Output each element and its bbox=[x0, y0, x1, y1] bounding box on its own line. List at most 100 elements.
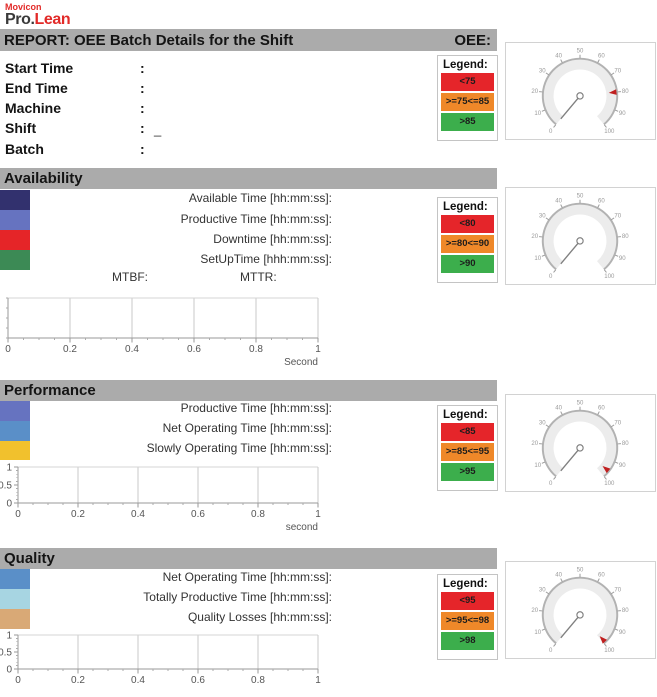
svg-text:30: 30 bbox=[539, 213, 546, 219]
quality-chart: 0 0.2 0.4 0.6 0.8 1 1 0.5 0 bbox=[0, 629, 332, 696]
svg-text:second: second bbox=[286, 522, 318, 533]
oee-legend: Legend: <75 >=75<=85 >85 bbox=[437, 55, 498, 141]
svg-text:30: 30 bbox=[539, 68, 546, 74]
prolean-logo-lean: Lean bbox=[34, 11, 71, 28]
batch-label: Batch bbox=[5, 141, 44, 157]
oee-legend-title: Legend: bbox=[443, 59, 488, 71]
svg-text:10: 10 bbox=[534, 256, 541, 262]
qual-totally-productive-label: Totally Productive Time [hh:mm:ss]: bbox=[143, 590, 332, 604]
shift-label: Shift bbox=[5, 120, 37, 136]
qual-quality-losses-label: Quality Losses [hh:mm:ss]: bbox=[187, 610, 332, 624]
svg-text:100: 100 bbox=[604, 481, 615, 487]
svg-text:0.2: 0.2 bbox=[71, 509, 85, 520]
availability-section-header: Availability bbox=[0, 168, 497, 189]
setuptime-swatch bbox=[0, 250, 30, 270]
svg-text:30: 30 bbox=[539, 420, 546, 426]
start-time-label: Start Time bbox=[5, 60, 74, 76]
downtime-swatch bbox=[0, 230, 30, 250]
availability-legend-item-orange: >=80<=90 bbox=[441, 235, 494, 253]
svg-text:0.4: 0.4 bbox=[125, 344, 139, 355]
svg-text:0.2: 0.2 bbox=[71, 675, 85, 686]
end-time-colon: : bbox=[140, 80, 145, 96]
svg-text:100: 100 bbox=[604, 648, 615, 654]
quality-legend-item-orange: >=95<=98 bbox=[441, 612, 494, 630]
mttr-label: MTTR: bbox=[240, 270, 277, 284]
svg-text:90: 90 bbox=[619, 256, 626, 262]
svg-text:10: 10 bbox=[534, 111, 541, 117]
svg-text:60: 60 bbox=[598, 573, 605, 579]
batch-colon: : bbox=[140, 141, 145, 157]
svg-text:0.8: 0.8 bbox=[249, 344, 263, 355]
shift-colon: : bbox=[140, 120, 145, 136]
svg-text:50: 50 bbox=[577, 193, 584, 199]
svg-text:70: 70 bbox=[614, 68, 621, 74]
svg-text:70: 70 bbox=[614, 587, 621, 593]
svg-text:0.8: 0.8 bbox=[251, 675, 265, 686]
svg-text:0: 0 bbox=[549, 129, 553, 135]
performance-gauge: 0 10 20 30 40 50 60 70 80 90 100 bbox=[505, 394, 656, 492]
performance-legend-item-red: <85 bbox=[441, 423, 494, 441]
quality-legend-item-red: <95 bbox=[441, 592, 494, 610]
qual-net-operating-swatch bbox=[0, 569, 30, 589]
svg-text:50: 50 bbox=[577, 400, 584, 406]
shift-value-cursor: _ bbox=[154, 122, 162, 137]
svg-text:40: 40 bbox=[555, 54, 562, 60]
performance-legend-title: Legend: bbox=[443, 409, 488, 421]
quality-legend: Legend: <95 >=95<=98 >98 bbox=[437, 574, 498, 660]
performance-section-header: Performance bbox=[0, 380, 497, 401]
qual-quality-losses-swatch bbox=[0, 609, 30, 629]
svg-text:90: 90 bbox=[619, 630, 626, 636]
svg-text:1: 1 bbox=[6, 631, 12, 642]
quality-gauge: 0 10 20 30 40 50 60 70 80 90 100 bbox=[505, 561, 656, 659]
svg-text:80: 80 bbox=[622, 234, 629, 240]
perf-productive-time-swatch bbox=[0, 401, 30, 421]
svg-text:20: 20 bbox=[531, 441, 538, 447]
svg-text:0: 0 bbox=[549, 648, 553, 654]
perf-net-operating-label: Net Operating Time [hh:mm:ss]: bbox=[162, 421, 332, 435]
svg-text:40: 40 bbox=[555, 573, 562, 579]
svg-text:100: 100 bbox=[604, 274, 615, 280]
svg-text:90: 90 bbox=[619, 111, 626, 117]
availability-legend-item-red: <80 bbox=[441, 215, 494, 233]
svg-text:0.6: 0.6 bbox=[187, 344, 201, 355]
performance-legend: Legend: <85 >=85<=95 >95 bbox=[437, 405, 498, 491]
qual-net-operating-label: Net Operating Time [hh:mm:ss]: bbox=[162, 570, 332, 584]
svg-text:60: 60 bbox=[598, 199, 605, 205]
availability-legend: Legend: <80 >=80<=90 >90 bbox=[437, 197, 498, 283]
oee-legend-item-green: >85 bbox=[441, 113, 494, 131]
availability-legend-item-green: >90 bbox=[441, 255, 494, 273]
perf-slowly-operating-swatch bbox=[0, 441, 30, 461]
perf-slowly-operating-label: Slowly Operating Time [hh:mm:ss]: bbox=[146, 441, 332, 455]
prolean-logo-text: Pro.Lean bbox=[5, 11, 71, 28]
end-time-label: End Time bbox=[5, 80, 68, 96]
start-time-colon: : bbox=[140, 60, 145, 76]
machine-colon: : bbox=[140, 100, 145, 116]
movicon-logo-text: Movicon bbox=[5, 2, 42, 12]
productive-time-label: Productive Time [hh:mm:ss]: bbox=[180, 212, 332, 226]
svg-text:0.2: 0.2 bbox=[63, 344, 77, 355]
mtbf-label: MTBF: bbox=[112, 270, 148, 284]
machine-label: Machine bbox=[5, 100, 62, 116]
available-time-label: Available Time [hh:mm:ss]: bbox=[188, 191, 332, 205]
svg-text:70: 70 bbox=[614, 213, 621, 219]
svg-text:0: 0 bbox=[549, 481, 553, 487]
svg-text:1: 1 bbox=[315, 344, 321, 355]
perf-net-operating-swatch bbox=[0, 421, 30, 441]
svg-text:40: 40 bbox=[555, 406, 562, 412]
svg-text:1: 1 bbox=[315, 675, 321, 686]
svg-text:60: 60 bbox=[598, 406, 605, 412]
svg-text:60: 60 bbox=[598, 54, 605, 60]
svg-text:1: 1 bbox=[315, 509, 321, 520]
quality-section-header: Quality bbox=[0, 548, 497, 569]
svg-text:0.5: 0.5 bbox=[0, 648, 12, 659]
availability-gauge: 0 10 20 30 40 50 60 70 80 90 100 bbox=[505, 187, 656, 285]
svg-text:0: 0 bbox=[6, 665, 12, 676]
performance-chart: 0 0.2 0.4 0.6 0.8 1 1 0.5 0 second bbox=[0, 460, 332, 538]
svg-text:100: 100 bbox=[604, 129, 615, 135]
svg-text:0.4: 0.4 bbox=[131, 675, 145, 686]
svg-text:1: 1 bbox=[6, 463, 12, 474]
svg-text:0.4: 0.4 bbox=[131, 509, 145, 520]
svg-text:50: 50 bbox=[577, 567, 584, 573]
logo: Movicon Pro.Lean bbox=[5, 2, 71, 28]
